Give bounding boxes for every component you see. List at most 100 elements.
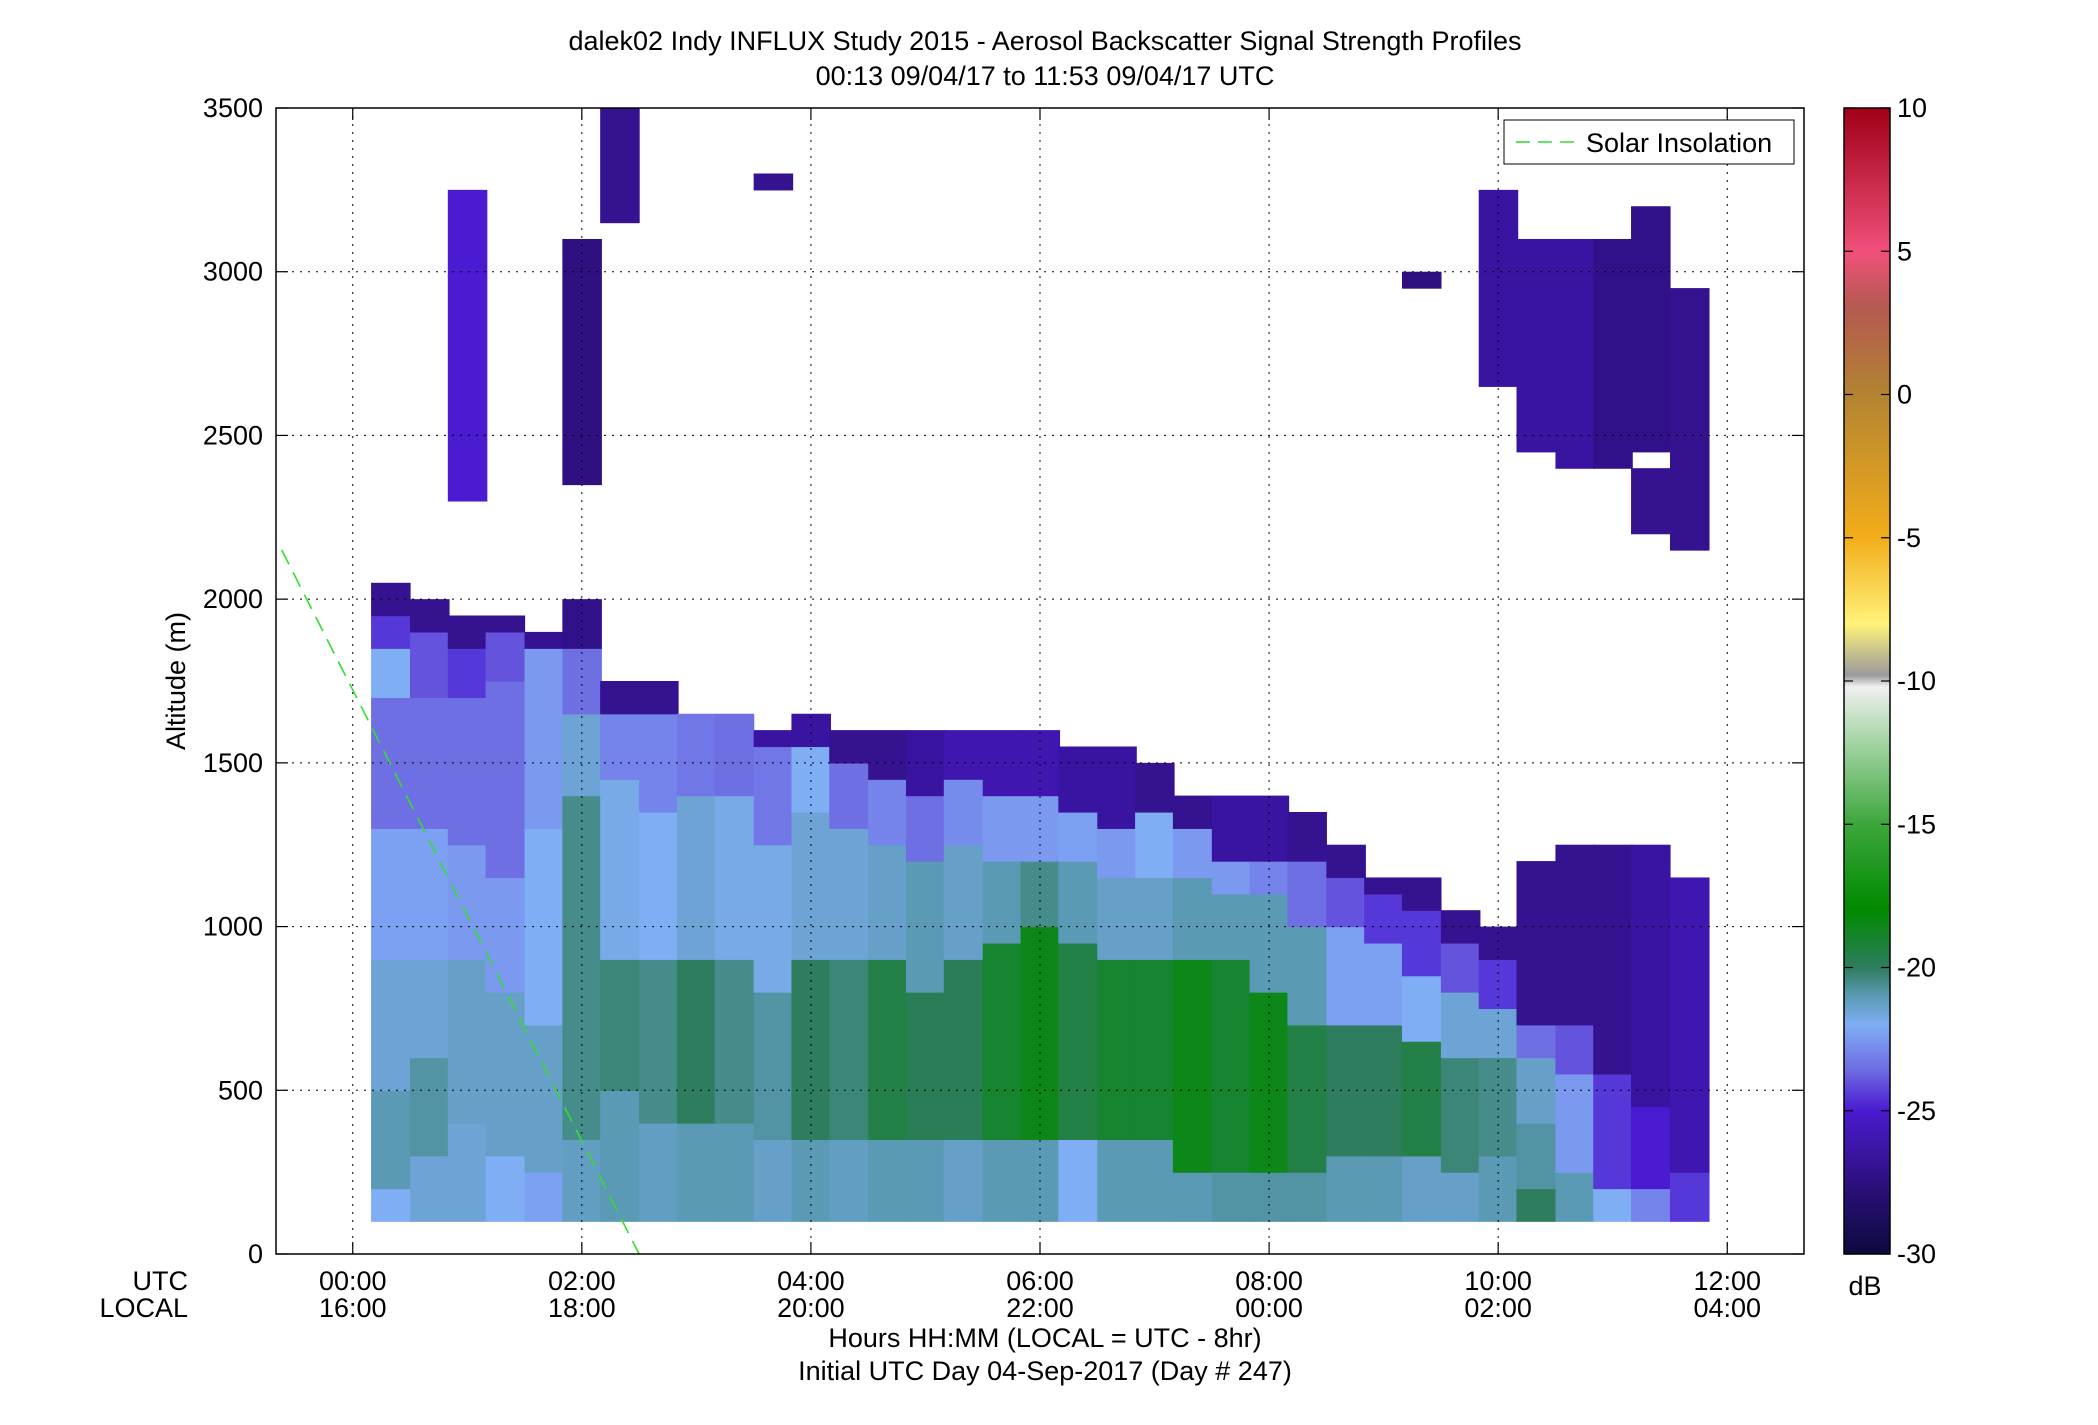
heatmap-cell bbox=[982, 942, 1023, 1140]
heatmap-cell bbox=[1211, 959, 1252, 1173]
x-tick-label-local: 18:00 bbox=[548, 1293, 616, 1323]
heatmap-cell bbox=[1555, 1172, 1595, 1222]
colorbar-tick-label: -15 bbox=[1897, 809, 1936, 839]
heatmap-cell bbox=[1135, 959, 1175, 1140]
heatmap-cell bbox=[1593, 1073, 1633, 1190]
y-tick-label: 0 bbox=[248, 1239, 263, 1269]
heatmap-cell bbox=[714, 959, 755, 1124]
heatmap-cell bbox=[447, 189, 488, 502]
heatmap-cell bbox=[1593, 844, 1633, 1075]
heatmap-cell bbox=[410, 959, 450, 1059]
heatmap-cell bbox=[1364, 1155, 1404, 1222]
heatmap-cell bbox=[371, 648, 411, 698]
heatmap-cell bbox=[714, 713, 755, 797]
heatmap-cell bbox=[1097, 877, 1137, 960]
heatmap-cell bbox=[562, 238, 602, 486]
colorbar-tick-label: -5 bbox=[1897, 523, 1921, 553]
heatmap-cell bbox=[600, 108, 640, 224]
heatmap-cell bbox=[1135, 1139, 1175, 1222]
heatmap-cell bbox=[868, 959, 908, 1140]
heatmap-cell bbox=[1631, 206, 1671, 453]
heatmap-cell bbox=[791, 959, 831, 1140]
heatmap-cell bbox=[524, 1172, 565, 1222]
x-tick-label-local: 00:00 bbox=[1235, 1293, 1303, 1323]
heatmap-cell bbox=[982, 1139, 1023, 1222]
heatmap-cell bbox=[1326, 844, 1366, 879]
heatmap-cell bbox=[410, 631, 450, 698]
heatmap-cell bbox=[371, 828, 411, 960]
colorbar-ticks: 10 5 0 -5 -10 -15 -20 -25 -30 bbox=[1844, 93, 1936, 1269]
heatmap-cell bbox=[1058, 942, 1098, 1140]
heatmap-cell bbox=[1516, 1123, 1557, 1190]
y-axis-label: Altitude (m) bbox=[161, 612, 191, 750]
heatmap-cell bbox=[1478, 189, 1519, 387]
heatmap-cell bbox=[1669, 877, 1710, 1108]
x-tick-label-local: 22:00 bbox=[1006, 1293, 1074, 1323]
legend: Solar Insolation bbox=[1503, 119, 1795, 165]
heatmap-cell bbox=[1058, 861, 1098, 944]
heatmap-cell bbox=[1401, 877, 1442, 911]
heatmap-cell bbox=[371, 1188, 411, 1222]
x-tick-label-utc: 00:00 bbox=[319, 1266, 387, 1296]
heatmap-cell bbox=[1593, 1188, 1633, 1222]
heatmap-cell bbox=[1364, 893, 1404, 944]
x-tick-labels: 00:0016:0002:0018:0004:0020:0006:0022:00… bbox=[319, 1266, 1761, 1323]
heatmap-cell bbox=[829, 959, 869, 1140]
heatmap-cell bbox=[714, 1123, 755, 1222]
heatmap-cell bbox=[1401, 975, 1442, 1042]
heatmap-cell bbox=[1516, 1057, 1557, 1124]
heatmap-cell bbox=[753, 992, 794, 1140]
y-tick-label: 1500 bbox=[203, 748, 263, 778]
colorbar-tick-label: 0 bbox=[1897, 380, 1912, 410]
heatmap-cell bbox=[753, 1139, 794, 1222]
heatmap-cell bbox=[829, 730, 869, 764]
heatmap-cell bbox=[1135, 811, 1175, 879]
colorbar-tick-label: -25 bbox=[1897, 1096, 1936, 1126]
heatmap-cell bbox=[1440, 1057, 1481, 1173]
heatmap-cell bbox=[1097, 1139, 1137, 1222]
heatmap-cell bbox=[1326, 926, 1366, 1026]
legend-solar-label: Solar Insolation bbox=[1586, 128, 1772, 158]
heatmap-cell bbox=[943, 779, 984, 846]
y-tick-labels: 0 500 1000 1500 2000 2500 3000 3500 bbox=[203, 93, 263, 1269]
heatmap-cell bbox=[1440, 942, 1481, 993]
colorbar-tick-label: -30 bbox=[1897, 1239, 1936, 1269]
heatmap-cell bbox=[524, 1024, 565, 1173]
heatmap-cell bbox=[829, 828, 869, 960]
heatmap-cell bbox=[1097, 746, 1137, 829]
heatmap-cell bbox=[485, 681, 526, 879]
x-tick-label-utc: 08:00 bbox=[1235, 1266, 1303, 1296]
heatmap-cell bbox=[753, 746, 794, 846]
heatmap-cell bbox=[639, 1123, 679, 1222]
heatmap-cell bbox=[485, 1155, 526, 1222]
heatmap-cell bbox=[600, 681, 640, 715]
x-tick-label-utc: 10:00 bbox=[1464, 1266, 1532, 1296]
heatmap-cell bbox=[1669, 1172, 1710, 1222]
heatmap-cell bbox=[1364, 942, 1404, 1026]
heatmap-cell bbox=[410, 1057, 450, 1157]
heatmap-cell bbox=[753, 844, 794, 993]
heatmap-cell bbox=[868, 730, 908, 780]
heatmap-cell bbox=[1516, 861, 1557, 1026]
x-tick-label-utc: 02:00 bbox=[548, 1266, 616, 1296]
heatmap-cell bbox=[410, 599, 450, 633]
heatmap-cell bbox=[371, 1090, 411, 1190]
heatmap-cell bbox=[676, 959, 717, 1124]
heatmap-cell bbox=[485, 631, 526, 682]
heatmap-cell bbox=[868, 1139, 908, 1222]
heatmap-cell bbox=[1287, 861, 1327, 928]
heatmap-cell bbox=[982, 861, 1023, 944]
heatmap-cell bbox=[410, 828, 450, 960]
heatmap-cell bbox=[868, 844, 908, 960]
x-axis-label-day: Initial UTC Day 04-Sep-2017 (Day # 247) bbox=[798, 1356, 1292, 1386]
heatmap-cell bbox=[1516, 1188, 1557, 1222]
heatmap-cell bbox=[1555, 238, 1595, 469]
solar-insolation-line bbox=[281, 549, 640, 1255]
heatmap-cell bbox=[905, 1139, 946, 1222]
heatmap-cell bbox=[562, 599, 602, 649]
y-tick-label: 3500 bbox=[203, 93, 263, 123]
x-tick-label-local: 04:00 bbox=[1693, 1293, 1761, 1323]
heatmap-cell bbox=[1172, 795, 1213, 829]
heatmap-cell bbox=[1631, 844, 1671, 1108]
x-tick-label-local: 02:00 bbox=[1464, 1293, 1532, 1323]
